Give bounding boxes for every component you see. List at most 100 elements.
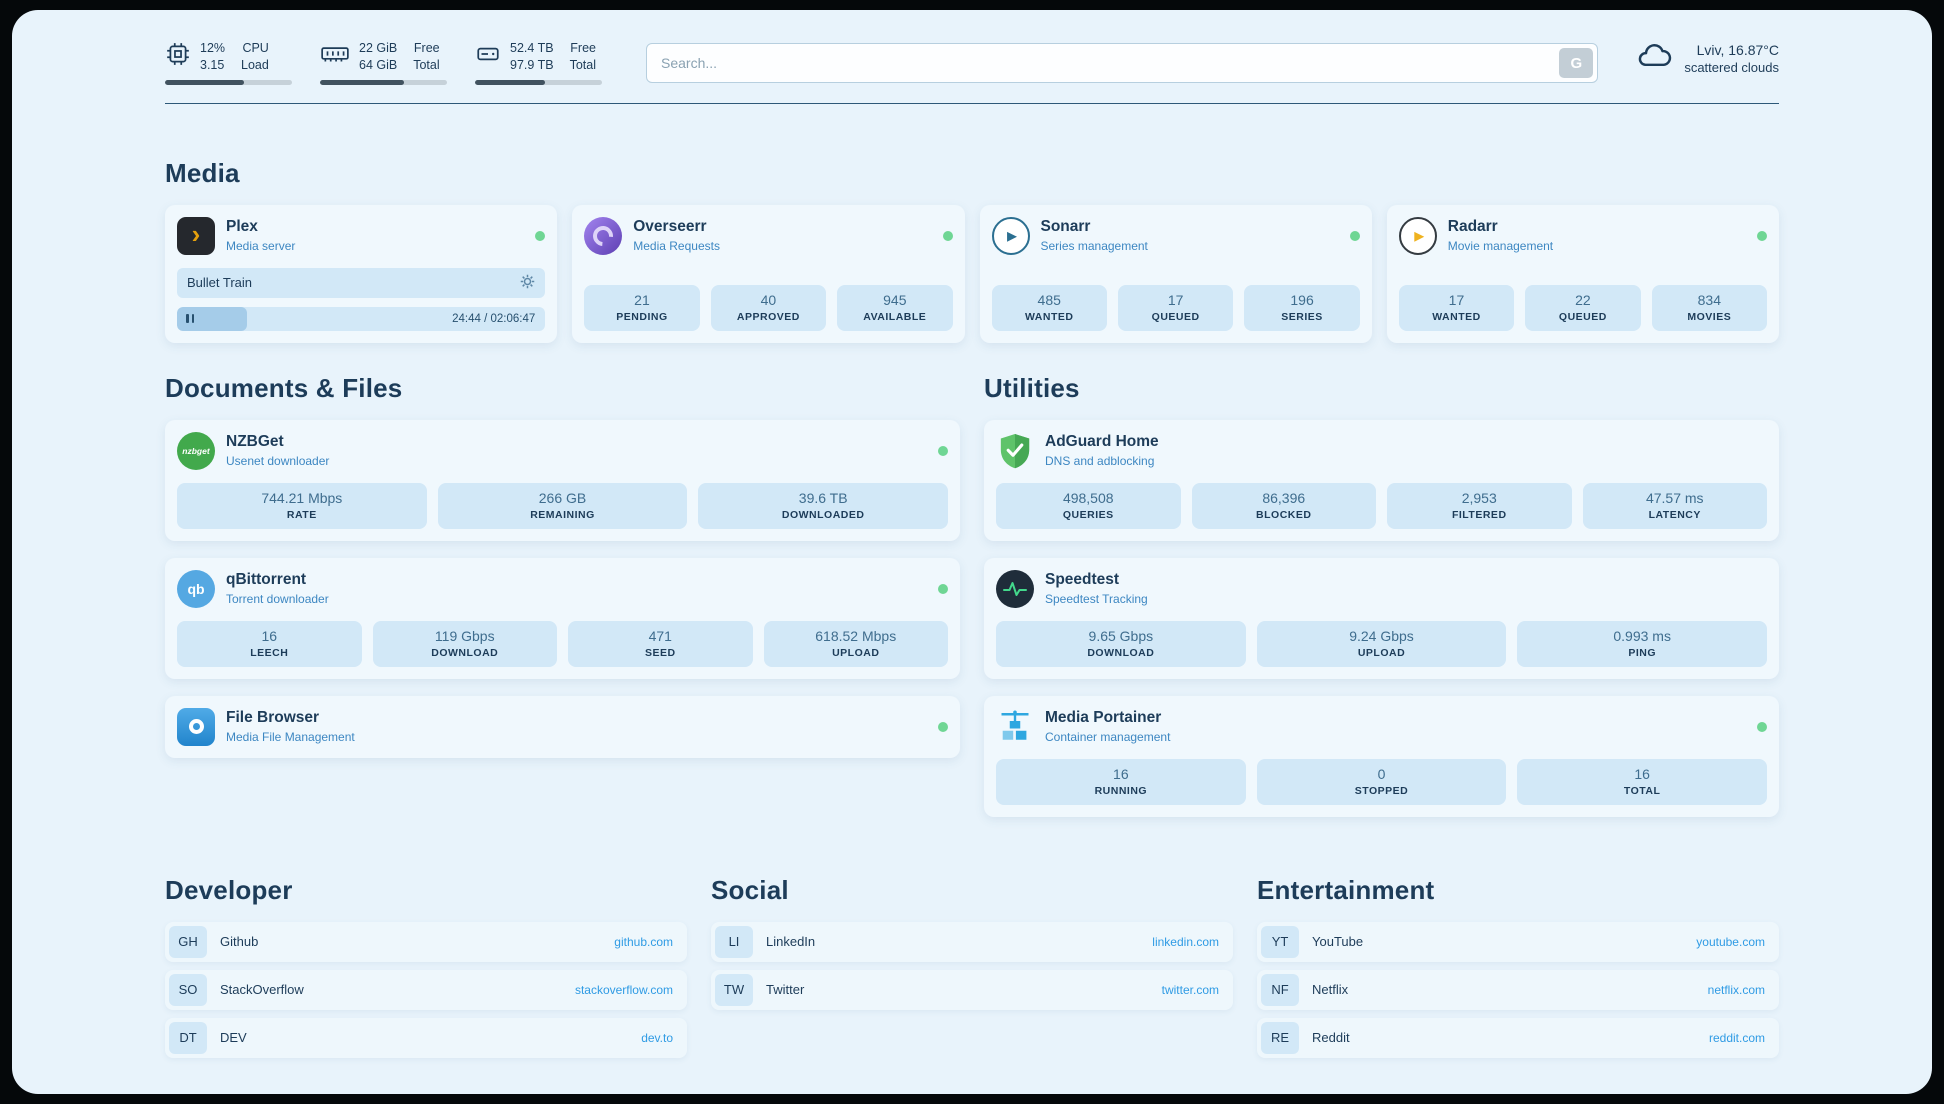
topbar-divider (165, 102, 1779, 104)
stat-upload: 9.24 Gbps UPLOAD (1256, 620, 1507, 667)
documents-section-title: Documents & Files (165, 372, 403, 403)
app-name: Radarr (1447, 217, 1498, 235)
status-dot (1757, 721, 1767, 732)
cpu-widget: 12% CPU 3.15 Load (165, 40, 292, 85)
bookmark-url[interactable]: reddit.com (1708, 1030, 1765, 1045)
plex-icon: › (177, 216, 215, 255)
app-card-sonarr[interactable]: ▸ Sonarr Series management 485 WANTED (979, 204, 1372, 343)
bookmark-linkedin[interactable]: LI LinkedIn linkedin.com (711, 921, 1233, 962)
app-name: File Browser (226, 708, 320, 726)
stat-total: 16 TOTAL (1517, 758, 1768, 805)
disk-total-value: 97.9 TB (510, 57, 554, 72)
app-card-plex[interactable]: › Plex Media server Bullet Train (165, 204, 558, 343)
app-name: Media Portainer (1045, 708, 1162, 726)
memory-widget: 22 GiB Free 64 GiB Total (320, 40, 447, 85)
app-card-speedtest[interactable]: Speedtest Speedtest Tracking 9.65 Gbps D… (984, 557, 1779, 679)
app-card-adguard[interactable]: AdGuard Home DNS and adblocking 498,508 … (984, 419, 1779, 541)
app-card-filebrowser[interactable]: File Browser Media File Management (165, 695, 960, 758)
bookmark-twitter[interactable]: TW Twitter twitter.com (711, 969, 1233, 1010)
app-name: Overseerr (633, 217, 707, 235)
social-section-title: Social (711, 874, 789, 905)
pause-icon[interactable] (186, 314, 194, 324)
stat-seed: 471 SEED (568, 620, 753, 667)
status-dot (938, 583, 948, 594)
search-engine-button[interactable]: G (1559, 48, 1594, 78)
stat-remaining: 266 GB REMAINING (437, 482, 688, 529)
bookmark-url[interactable]: github.com (614, 934, 673, 949)
section-media: Media › Plex Media server Bullet Train (165, 158, 1779, 343)
bookmark-abbr: NF (1261, 973, 1299, 1006)
cpu-progress-bar (165, 79, 292, 85)
bookmark-github[interactable]: GH Github github.com (165, 921, 687, 962)
bookmark-youtube[interactable]: YT YouTube youtube.com (1257, 921, 1779, 962)
stat-leech: 16 LEECH (177, 620, 362, 667)
playback-progress-fill (177, 306, 247, 331)
bookmark-abbr: SO (169, 973, 207, 1006)
bookmark-url[interactable]: dev.to (641, 1030, 673, 1045)
system-stats: 12% CPU 3.15 Load (165, 40, 602, 85)
adguard-shield-icon (996, 432, 1034, 470)
stat-download: 9.65 Gbps DOWNLOAD (996, 620, 1246, 667)
cpu-load-label: Load (241, 57, 269, 72)
memory-progress-bar (320, 79, 447, 85)
stat-wanted: 485 WANTED (991, 284, 1107, 331)
app-card-portainer[interactable]: Media Portainer Container management 16 … (984, 695, 1779, 817)
memory-free-label: Free (413, 41, 440, 55)
section-developer: Developer GH Github github.com SO StackO… (165, 875, 687, 1058)
status-dot (938, 721, 948, 732)
app-card-qbittorrent[interactable]: qb qBittorrent Torrent downloader 16 LEE… (165, 557, 960, 679)
bookmark-abbr: TW (715, 973, 753, 1006)
stat-upload: 618.52 Mbps UPLOAD (763, 620, 948, 667)
memory-free-value: 22 GiB (359, 41, 398, 55)
app-name: AdGuard Home (1045, 432, 1159, 450)
radarr-icon: ▸ (1398, 216, 1437, 255)
app-subtitle: Usenet downloader (226, 454, 330, 469)
entertainment-section-title: Entertainment (1257, 874, 1435, 905)
utilities-section-title: Utilities (984, 372, 1080, 403)
bookmark-name: DEV (220, 1030, 247, 1046)
bookmark-url[interactable]: stackoverflow.com (574, 982, 673, 997)
bookmark-url[interactable]: linkedin.com (1152, 934, 1219, 949)
bookmark-url[interactable]: twitter.com (1161, 982, 1219, 997)
search-input[interactable] (646, 43, 1599, 83)
cloud-icon (1636, 42, 1674, 75)
bookmark-name: Reddit (1312, 1030, 1350, 1046)
bookmark-reddit[interactable]: RE Reddit reddit.com (1257, 1017, 1779, 1058)
bookmark-abbr: GH (169, 925, 207, 958)
bookmark-stackoverflow[interactable]: SO StackOverflow stackoverflow.com (165, 969, 687, 1010)
app-subtitle: Media server (226, 239, 296, 254)
playback-progress-bar[interactable]: 24:44 / 02:06:47 (177, 306, 546, 331)
disk-free-label: Free (570, 41, 596, 55)
weather-condition: scattered clouds (1684, 60, 1779, 75)
bookmark-dev[interactable]: DT DEV dev.to (165, 1017, 687, 1058)
stat-queries: 498,508 QUERIES (996, 482, 1181, 529)
speedtest-icon (996, 569, 1034, 608)
app-card-nzbget[interactable]: nzbget NZBGet Usenet downloader 744.21 M… (165, 419, 960, 541)
search-bar: G (646, 43, 1599, 83)
bookmark-netflix[interactable]: NF Netflix netflix.com (1257, 969, 1779, 1010)
disk-icon (475, 41, 501, 72)
memory-total-label: Total (413, 57, 440, 72)
app-card-radarr[interactable]: ▸ Radarr Movie management 17 WANTED (1386, 204, 1779, 343)
dashboard-page: 12% CPU 3.15 Load (12, 10, 1932, 1094)
status-dot (942, 230, 953, 241)
bookmark-name: LinkedIn (766, 934, 816, 950)
memory-icon (320, 41, 350, 72)
stat-blocked: 86,396 BLOCKED (1191, 482, 1376, 529)
filebrowser-icon (177, 707, 215, 746)
developer-section-title: Developer (165, 874, 293, 905)
app-subtitle: Series management (1040, 239, 1148, 254)
sonarr-icon: ▸ (991, 216, 1030, 255)
bookmark-url[interactable]: netflix.com (1707, 982, 1765, 997)
memory-total-value: 64 GiB (359, 57, 398, 72)
stat-running: 16 RUNNING (996, 758, 1246, 805)
app-subtitle: DNS and adblocking (1045, 454, 1155, 469)
gear-icon[interactable] (520, 274, 535, 292)
stat-filtered: 2,953 FILTERED (1387, 482, 1572, 529)
app-name: Plex (226, 217, 258, 235)
stat-queued: 17 QUEUED (1117, 284, 1234, 331)
bookmark-name: Twitter (766, 982, 805, 998)
bookmark-url[interactable]: youtube.com (1696, 934, 1765, 949)
cpu-progress-fill (165, 79, 244, 85)
app-card-overseerr[interactable]: Overseerr Media Requests 21 PENDING 40 A… (572, 204, 965, 343)
